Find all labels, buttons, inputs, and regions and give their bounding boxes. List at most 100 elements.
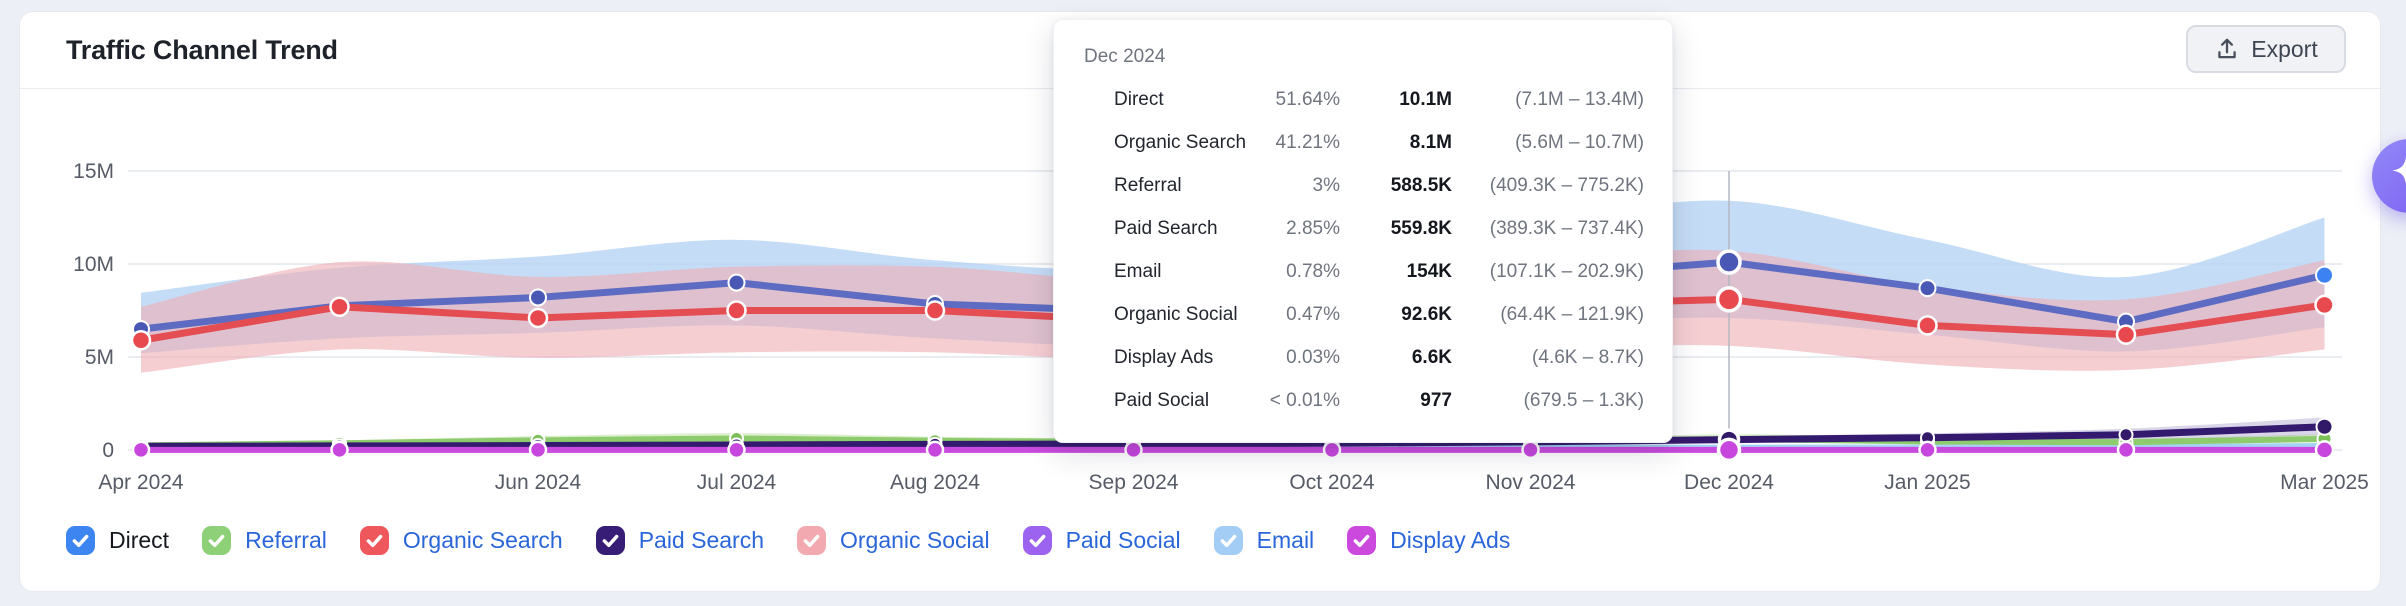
active-data-point-display-ads	[1716, 437, 1742, 463]
data-point-organic-search	[2115, 324, 2137, 345]
checkmark-icon	[1353, 534, 1370, 548]
legend-item[interactable]: Paid Search	[595, 526, 764, 555]
x-axis-label: Jun 2024	[495, 471, 582, 494]
data-point-display-ads	[727, 440, 746, 460]
sparkle-icon	[2386, 151, 2406, 202]
legend-checkbox[interactable]	[595, 526, 625, 555]
tooltip-row-range: (64.4K – 121.9K)	[1500, 303, 1644, 325]
tooltip-row-percent: 0.47%	[1286, 303, 1340, 325]
legend-item[interactable]: Referral	[202, 526, 327, 555]
legend-item-label[interactable]: Referral	[245, 527, 327, 553]
tooltip-row: Referral 3% 588.5K (409.3K – 775.2K)	[1082, 164, 1644, 207]
data-point-display-ads	[1124, 440, 1143, 460]
legend-checkbox[interactable]	[1213, 526, 1243, 555]
tooltip-row-label: Organic Social	[1114, 303, 1238, 325]
data-point-organic-search	[1917, 315, 1938, 336]
data-point-display-ads	[131, 440, 151, 460]
legend-checkbox[interactable]	[1347, 526, 1377, 555]
x-axis-label: Dec 2024	[1684, 471, 1774, 494]
upload-icon	[2214, 36, 2240, 62]
tooltip-row-range: (679.5 – 1.3K)	[1523, 389, 1644, 411]
tooltip-row-range: (389.3K – 737.4K)	[1489, 217, 1644, 239]
tooltip-row: Paid Search 2.85% 559.8K (389.3K – 737.4…	[1082, 207, 1644, 250]
tooltip-row-value: 6.6K	[1411, 346, 1452, 368]
data-point-paid-search	[2315, 417, 2334, 436]
data-point-display-ads	[925, 440, 945, 460]
legend-item-label[interactable]: Paid Social	[1065, 527, 1181, 553]
data-point-organic-search	[726, 300, 747, 321]
x-axis-label: Apr 2024	[98, 471, 184, 494]
export-button[interactable]: Export	[2186, 25, 2346, 73]
tooltip-row: Organic Search 41.21% 8.1M (5.6M – 10.7M…	[1082, 121, 1644, 164]
data-point-direct	[2315, 265, 2334, 285]
tooltip-date: Dec 2024	[1084, 46, 1166, 67]
tooltip-row-range: (4.6K – 8.7K)	[1532, 346, 1644, 368]
tooltip-row-value: 588.5K	[1390, 174, 1452, 196]
data-point-organic-search	[527, 307, 549, 329]
data-point-organic-search	[329, 296, 350, 318]
legend-item[interactable]: Organic Social	[797, 526, 990, 555]
tooltip-row-value: 92.6K	[1401, 303, 1452, 325]
legend-item-label[interactable]: Email	[1256, 527, 1315, 553]
export-button-label: Export	[2251, 35, 2318, 62]
tooltip-row-label: Organic Search	[1114, 131, 1247, 153]
data-point-organic-search	[2314, 294, 2335, 316]
x-axis-label: Oct 2024	[1289, 471, 1375, 494]
legend-checkbox[interactable]	[66, 526, 95, 555]
y-axis-label: 5M	[85, 346, 114, 369]
tooltip-row-range: (107.1K – 202.9K)	[1489, 260, 1644, 282]
tooltip-row-range: (7.1M – 13.4M)	[1515, 88, 1644, 110]
page-title: Traffic Channel Trend	[66, 34, 338, 65]
legend-item-label[interactable]: Direct	[109, 527, 170, 553]
channel-legend: Direct Referral Organic Search Paid Sear…	[66, 526, 1510, 555]
legend-checkbox[interactable]	[797, 526, 826, 555]
checkmark-icon	[366, 534, 383, 548]
tooltip-row-value: 559.8K	[1390, 217, 1452, 239]
data-point-direct	[727, 273, 746, 292]
tooltip-row: Email 0.78% 154K (107.1K – 202.9K)	[1082, 250, 1644, 293]
x-axis-label: Jul 2024	[697, 471, 777, 494]
x-axis-label: Aug 2024	[890, 471, 980, 494]
tooltip-row: Direct 51.64% 10.1M (7.1M – 13.4M)	[1082, 78, 1644, 121]
checkmark-icon	[803, 534, 820, 548]
data-point-organic-search	[130, 330, 152, 351]
legend-checkbox[interactable]	[202, 526, 232, 555]
legend-item-label[interactable]: Display Ads	[1390, 527, 1511, 553]
data-point-direct	[1918, 279, 1937, 298]
tooltip-row-label: Email	[1114, 260, 1162, 282]
legend-checkbox[interactable]	[1022, 526, 1052, 555]
legend-item-label[interactable]: Organic Search	[402, 527, 563, 553]
tooltip-row: Display Ads 0.03% 6.6K (4.6K – 8.7K)	[1082, 336, 1644, 379]
data-point-display-ads	[330, 440, 349, 460]
legend-item[interactable]: Direct	[66, 526, 169, 555]
x-axis-label: Mar 2025	[2280, 471, 2369, 494]
y-axis-label: 10M	[73, 253, 114, 276]
legend-item[interactable]: Display Ads	[1347, 526, 1510, 555]
checkmark-icon	[72, 534, 89, 548]
legend-item-label[interactable]: Paid Search	[638, 527, 764, 553]
tooltip-row-value: 10.1M	[1399, 88, 1452, 110]
checkmark-icon	[1220, 534, 1237, 548]
data-point-direct	[529, 288, 547, 307]
checkmark-icon	[208, 534, 225, 548]
checkmark-icon	[602, 534, 619, 548]
tooltip-row-percent: 0.03%	[1286, 346, 1340, 368]
tooltip-row-range: (409.3K – 775.2K)	[1489, 174, 1644, 196]
x-axis-label: Jan 2025	[1884, 471, 1970, 494]
data-point-paid-search	[2118, 427, 2134, 443]
card-header: Traffic Channel Trend Export	[20, 12, 2380, 89]
traffic-channel-trend-card: Traffic Channel Trend Export 0 5M 10M 15M Ap…	[19, 11, 2381, 592]
tooltip-row-range: (5.6M – 10.7M)	[1515, 131, 1644, 153]
legend-checkbox[interactable]	[359, 526, 389, 555]
active-data-point-direct	[1716, 249, 1742, 275]
tooltip-row: Paid Social < 0.01% 977 (679.5 – 1.3K)	[1082, 379, 1644, 422]
tooltip-row-label: Paid Search	[1114, 217, 1218, 239]
legend-item[interactable]: Organic Search	[359, 526, 563, 555]
tooltip-row: Organic Social 0.47% 92.6K (64.4K – 121.…	[1082, 293, 1644, 336]
legend-item[interactable]: Paid Social	[1022, 526, 1181, 555]
legend-item[interactable]: Email	[1213, 526, 1315, 555]
legend-item-label[interactable]: Organic Social	[840, 527, 990, 553]
tooltip-row-percent: 0.78%	[1286, 260, 1340, 282]
tooltip-row-label: Direct	[1114, 88, 1164, 110]
